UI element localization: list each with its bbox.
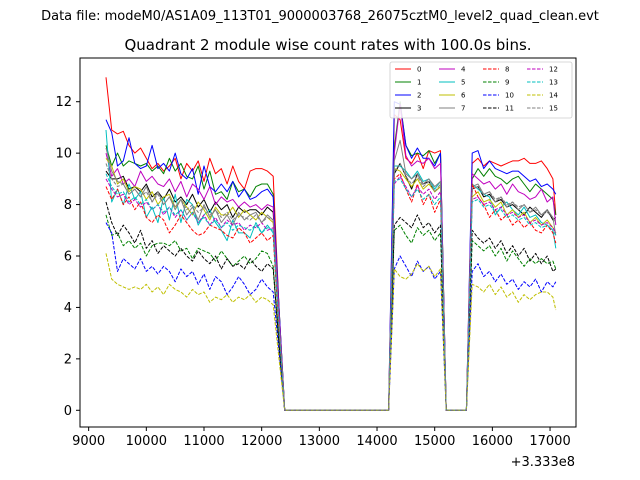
x-tick-label-11000: 11000: [183, 434, 224, 449]
legend: [389, 61, 573, 119]
legend-label-1: 1: [417, 79, 421, 87]
legend-label-5: 5: [461, 79, 465, 87]
y-tick-label-8: 8: [64, 198, 72, 213]
legend-label-6: 6: [461, 92, 466, 100]
legend-label-10: 10: [505, 92, 514, 100]
legend-label-9: 9: [505, 79, 509, 87]
x-tick-label-14000: 14000: [356, 434, 397, 449]
y-tick-label-0: 0: [64, 404, 72, 419]
series-line-11: [105, 201, 557, 411]
x-tick-label-9000: 9000: [72, 434, 105, 449]
series-line-15: [105, 162, 557, 411]
series-line-14: [105, 253, 557, 411]
legend-label-3: 3: [417, 105, 421, 113]
series-line-4: [105, 103, 557, 411]
legend-label-0: 0: [417, 66, 421, 74]
y-tick-label-10: 10: [55, 147, 72, 162]
series-line-9: [105, 214, 557, 411]
legend-label-14: 14: [549, 92, 558, 100]
x-offset-label: +3.333e8: [511, 455, 575, 470]
x-tick-label-12000: 12000: [241, 434, 282, 449]
x-tick-label-15000: 15000: [414, 434, 455, 449]
legend-label-8: 8: [505, 66, 509, 74]
legend-label-12: 12: [549, 66, 558, 74]
x-tick-label-10000: 10000: [126, 434, 167, 449]
legend-label-4: 4: [461, 66, 466, 74]
x-tick-label-13000: 13000: [299, 434, 340, 449]
legend-label-11: 11: [505, 105, 514, 113]
legend-label-7: 7: [461, 105, 465, 113]
series-line-10: [105, 222, 557, 411]
legend-label-15: 15: [549, 105, 558, 113]
x-tick-label-17000: 17000: [529, 434, 570, 449]
y-tick-label-6: 6: [64, 250, 72, 265]
chart-title: Quadrant 2 module wise count rates with …: [124, 36, 531, 54]
y-tick-label-4: 4: [64, 301, 72, 316]
y-tick-label-12: 12: [55, 95, 72, 110]
y-tick-label-2: 2: [64, 352, 72, 367]
legend-label-13: 13: [549, 79, 558, 87]
legend-label-2: 2: [417, 92, 421, 100]
datafile-header: Data file: modeM0/AS1A09_113T01_90000037…: [41, 9, 599, 24]
x-tick-label-16000: 16000: [472, 434, 513, 449]
plot-frame: [79, 57, 577, 428]
plot-area: 9000 10000 11000 12000 13000 14000 15000 16000 1…: [55, 57, 577, 449]
